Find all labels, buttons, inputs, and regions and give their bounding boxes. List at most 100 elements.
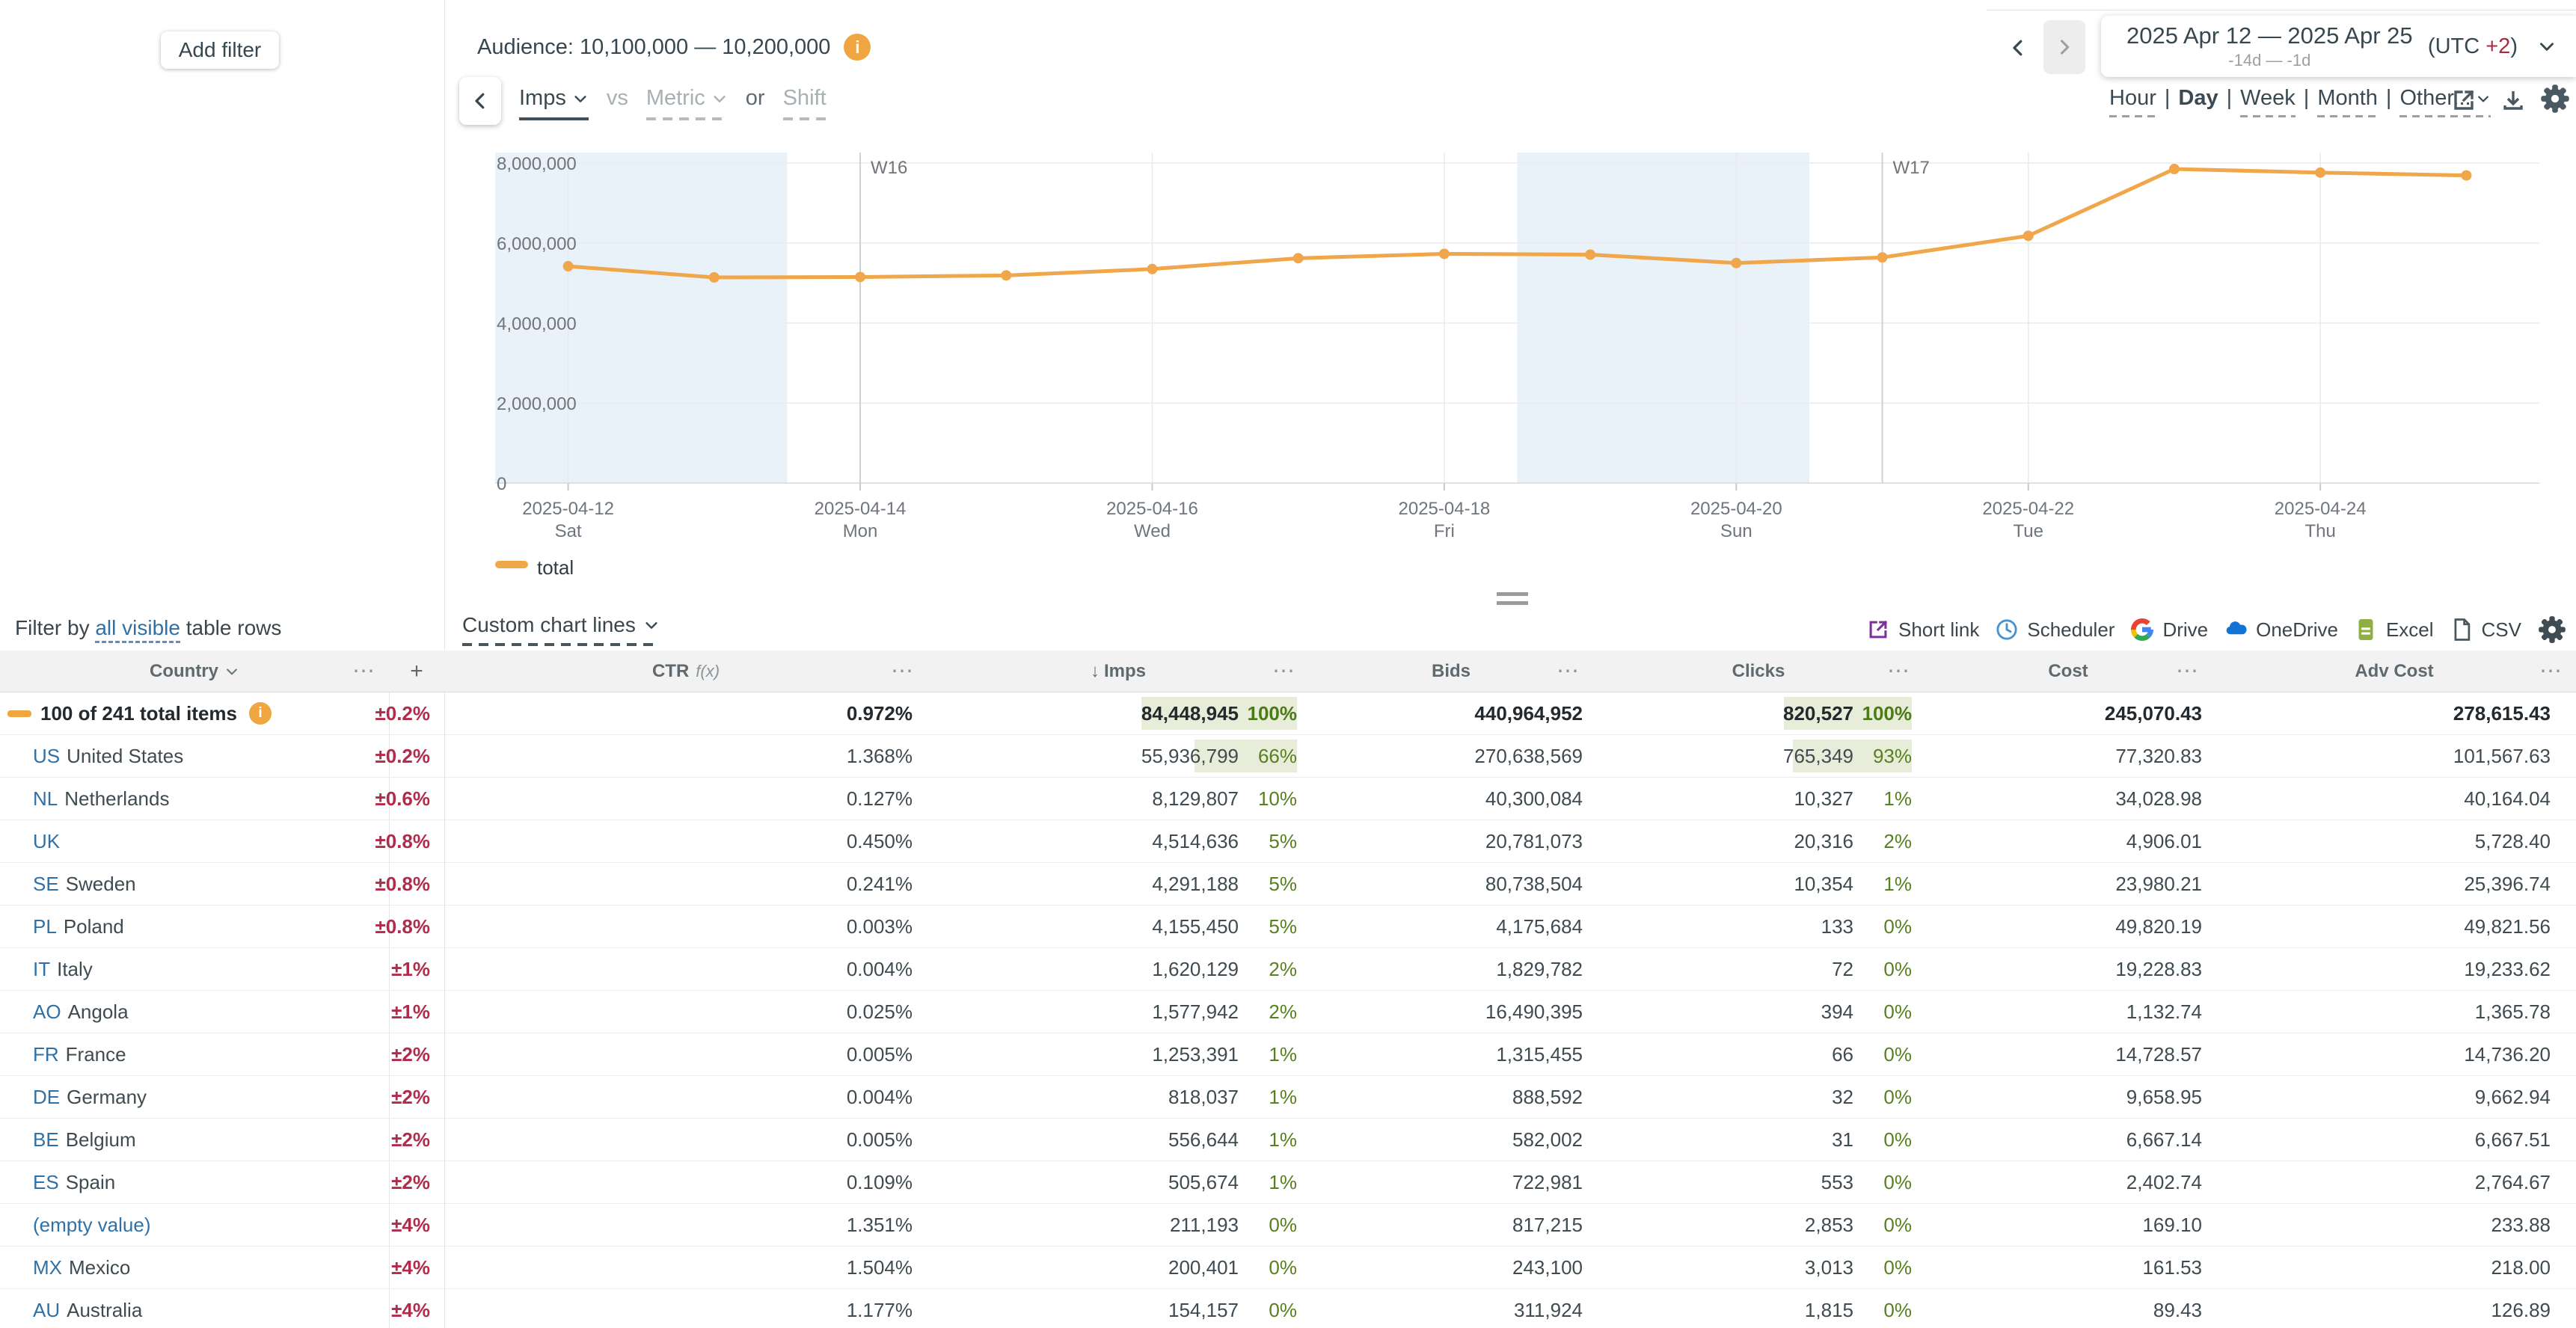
table-row[interactable]: US United States ±0.2% 1.368% 55,936,799 66% 2… (0, 735, 2576, 778)
adv-cost-cell: 101,567.63 (2212, 735, 2576, 777)
country-code-link[interactable]: PL (33, 914, 57, 938)
data-point[interactable] (1585, 249, 1596, 260)
granularity-option-month[interactable]: Month (2317, 86, 2378, 117)
country-code-link[interactable]: US (33, 744, 61, 767)
info-icon[interactable]: i (844, 34, 871, 61)
table-settings-button[interactable] (2536, 613, 2569, 646)
date-range-picker[interactable]: 2025 Apr 12 — 2025 Apr 25 -14d — -1d (UT… (2101, 16, 2576, 77)
column-menu-icon[interactable]: ⋯ (1557, 659, 1580, 683)
data-point[interactable] (1877, 252, 1888, 263)
short-link-button[interactable]: Short link (1865, 616, 1979, 643)
add-column-button[interactable]: + (410, 658, 423, 683)
country-name[interactable]: (empty value) (33, 1213, 151, 1236)
export-bar: Short link Scheduler Drive OneDrive Excel CSV (1865, 613, 2569, 646)
data-point[interactable] (708, 272, 720, 283)
table-row[interactable]: AU Australia ±4% 1.177% 154,157 0% 311,924 1,81… (0, 1289, 2576, 1328)
popout-chart-button[interactable] (2447, 84, 2480, 117)
custom-chart-lines-dropdown[interactable]: Custom chart lines (462, 613, 660, 646)
column-menu-icon[interactable]: ⋯ (2539, 659, 2563, 683)
column-menu-icon[interactable]: ⋯ (2176, 659, 2199, 683)
data-point[interactable] (562, 261, 574, 272)
column-menu-icon[interactable]: ⋯ (891, 659, 914, 683)
data-point[interactable] (855, 271, 866, 283)
data-point[interactable] (1147, 263, 1158, 274)
prev-period-button[interactable] (2003, 33, 2033, 63)
country-code-link[interactable]: AO (33, 1000, 61, 1023)
column-header-imps[interactable]: ↓ Imps ⋯ (1090, 659, 1295, 683)
column-header-clicks[interactable]: Clicks ⋯ (1732, 659, 1910, 683)
column-header-bids[interactable]: Bids ⋯ (1431, 659, 1580, 683)
country-code-link[interactable]: SE (33, 872, 59, 895)
excel-button[interactable]: Excel (2352, 616, 2434, 643)
drive-button[interactable]: Drive (2129, 616, 2208, 643)
column-menu-icon[interactable]: ⋯ (1272, 659, 1295, 683)
granularity-option-other[interactable]: Other... (2399, 86, 2491, 117)
column-header-country[interactable]: Country ⋯ (150, 659, 375, 683)
chart-back-button[interactable] (459, 77, 501, 125)
column-menu-icon[interactable]: ⋯ (352, 659, 375, 683)
table-row[interactable]: 100 of 241 total items i ±0.2% 0.972% 84,448… (0, 692, 2576, 735)
scheduler-button[interactable]: Scheduler (1993, 616, 2115, 643)
data-point[interactable] (2168, 164, 2180, 175)
country-code-link[interactable]: DE (33, 1085, 61, 1108)
table-row[interactable]: SE Sweden ±0.8% 0.241% 4,291,188 5% 80,738,504… (0, 863, 2576, 906)
country-code-link[interactable]: FR (33, 1042, 59, 1066)
data-point[interactable] (2023, 230, 2034, 242)
country-code-link[interactable]: UK (33, 829, 61, 852)
table-row[interactable]: MX Mexico ±4% 1.504% 200,401 0% 243,100 3,013 0%… (0, 1246, 2576, 1289)
cost-cell: 19,228.83 (1924, 948, 2212, 990)
metric-select[interactable]: Imps (519, 86, 589, 120)
data-point[interactable] (1292, 253, 1304, 264)
compare-metric-select[interactable]: Metric (645, 86, 728, 120)
table-row[interactable]: FR France ±2% 0.005% 1,253,391 1% 1,315,455 66 0… (0, 1033, 2576, 1076)
column-header-ctr[interactable]: CTR f(x) ⋯ (651, 659, 914, 683)
table-row[interactable]: UK ±0.8% 0.450% 4,514,636 5% 20,781,073 20,316… (0, 820, 2576, 863)
add-filter-button[interactable]: Add filter (161, 31, 279, 69)
ctr-cell: 0.004% (444, 948, 927, 990)
ctr-cell: 1.351% (444, 1204, 927, 1246)
splitter-handle[interactable] (1497, 592, 1528, 596)
download-chart-button[interactable] (2497, 84, 2530, 117)
table-row[interactable]: NL Netherlands ±0.6% 0.127% 8,129,807 10% 40,3… (0, 778, 2576, 820)
country-name: France (65, 1042, 126, 1066)
delta-value: ±0.8% (375, 914, 430, 938)
table-row[interactable]: BE Belgium ±2% 0.005% 556,644 1% 582,002 31 0% 6,… (0, 1119, 2576, 1161)
country-code-link[interactable]: ES (33, 1170, 59, 1193)
column-header-cost[interactable]: Cost ⋯ (2048, 659, 2199, 683)
shift-select[interactable]: Shift (782, 86, 827, 120)
table-row[interactable]: IT Italy ±1% 0.004% 1,620,129 2% 1,829,782 72 0%… (0, 948, 2576, 991)
country-code-link[interactable]: MX (33, 1255, 62, 1279)
all-visible-link[interactable]: all visible (95, 616, 180, 643)
country-code-link[interactable]: NL (33, 787, 58, 810)
table-row[interactable]: (empty value) ±4% 1.351% 211,193 0% 817,215 2,… (0, 1204, 2576, 1246)
country-code-link[interactable]: AU (33, 1298, 61, 1321)
column-menu-icon[interactable]: ⋯ (1887, 659, 1910, 683)
table-row[interactable]: DE Germany ±2% 0.004% 818,037 1% 888,592 32 0% 9,… (0, 1076, 2576, 1119)
column-header-adv-cost[interactable]: Adv Cost ⋯ (2355, 659, 2563, 683)
onedrive-button[interactable]: OneDrive (2222, 616, 2338, 643)
info-icon[interactable]: i (249, 702, 272, 725)
granularity-option-week[interactable]: Week (2240, 86, 2296, 117)
next-period-button[interactable] (2043, 20, 2085, 74)
table-row[interactable]: ES Spain ±2% 0.109% 505,674 1% 722,981 553 0% 2,4… (0, 1161, 2576, 1204)
granularity-option-day[interactable]: Day (2178, 86, 2218, 110)
data-point[interactable] (1731, 257, 1742, 268)
clicks-value: 394 (1821, 1000, 1853, 1023)
data-point[interactable] (1001, 270, 1012, 281)
csv-button[interactable]: CSV (2448, 616, 2521, 643)
adv-cost-value: 126.89 (2491, 1298, 2551, 1321)
data-point[interactable] (2315, 167, 2326, 178)
country-code-link[interactable]: IT (33, 957, 51, 980)
country-code-link[interactable]: BE (33, 1128, 59, 1151)
adv-cost-cell: 1,365.78 (2212, 991, 2576, 1033)
table-row[interactable]: AO Angola ±1% 0.025% 1,577,942 2% 16,490,395 39… (0, 991, 2576, 1033)
splitter-handle[interactable] (1497, 601, 1528, 605)
table-row[interactable]: PL Poland ±0.8% 0.003% 4,155,450 5% 4,175,684 1… (0, 906, 2576, 948)
data-point[interactable] (1438, 248, 1450, 259)
chart-settings-button[interactable] (2539, 82, 2572, 115)
delta-value: ±0.2% (375, 744, 430, 767)
granularity-option-hour[interactable]: Hour (2109, 86, 2156, 117)
clicks-value: 10,327 (1794, 787, 1853, 810)
cost-value: 34,028.98 (2115, 787, 2202, 810)
data-point[interactable] (2461, 170, 2472, 181)
